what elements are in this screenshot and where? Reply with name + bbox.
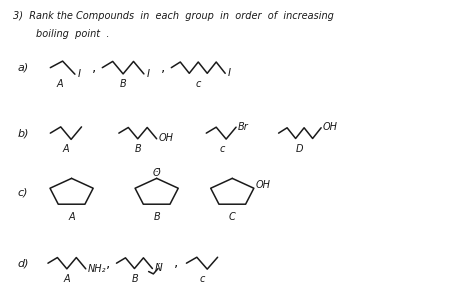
Text: I: I [77,69,80,79]
Text: ,: , [106,256,110,270]
Text: A: A [64,274,70,284]
Text: c): c) [17,188,28,198]
Text: c: c [200,274,205,284]
Text: B: B [134,144,141,154]
Text: ,: , [91,60,96,74]
Text: a): a) [17,63,28,73]
Text: C: C [229,212,236,222]
Text: D: D [296,144,304,154]
Text: OH: OH [256,180,271,190]
Text: A: A [68,212,75,222]
Text: Ö: Ö [153,168,161,178]
Text: NH₂: NH₂ [88,263,106,274]
Text: b): b) [17,128,29,138]
Text: OH: OH [158,133,173,144]
Text: c: c [196,79,201,89]
Text: Br: Br [238,122,249,132]
Text: boiling  point  .: boiling point . [36,29,109,39]
Text: A: A [56,79,63,89]
Text: d): d) [17,258,29,268]
Text: OH: OH [323,123,338,132]
Text: B: B [120,79,127,89]
Text: c: c [219,144,225,154]
Text: I: I [146,69,149,79]
Text: B: B [132,274,139,284]
Text: ,: , [161,60,165,74]
Text: N̈: N̈ [155,263,162,273]
Text: A: A [63,144,69,154]
Text: ,: , [174,255,178,269]
Text: ··: ·· [155,170,159,176]
Text: I: I [228,68,230,78]
Text: B: B [153,212,160,222]
Text: 3)  Rank the Compounds  in  each  group  in  order  of  increasing: 3) Rank the Compounds in each group in o… [12,11,333,21]
